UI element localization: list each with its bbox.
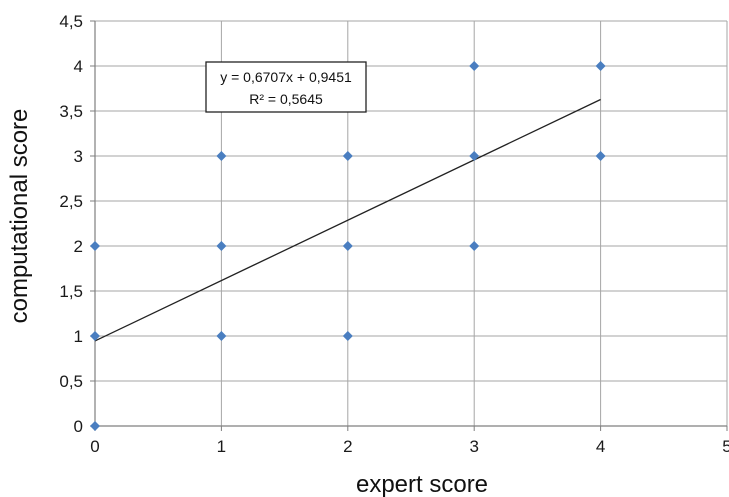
data-point xyxy=(342,151,353,161)
y-tick-label: 4,5 xyxy=(59,12,83,31)
grid xyxy=(95,20,728,426)
trendline-layer xyxy=(94,98,601,342)
x-tick-label: 5 xyxy=(722,437,729,456)
data-point xyxy=(469,61,480,71)
equation-text: y = 0,6707x + 0,9451 xyxy=(220,69,352,85)
y-tick-label: 2 xyxy=(74,237,83,256)
x-axis-title: expert score xyxy=(356,471,488,497)
x-tick-labels: 0 1 2 3 4 5 xyxy=(90,437,729,456)
x-tick-label: 1 xyxy=(217,437,226,456)
data-point xyxy=(469,151,480,161)
data-points xyxy=(90,61,606,431)
y-tick-label: 2,5 xyxy=(59,192,83,211)
equation-annotation: y = 0,6707x + 0,9451 R² = 0,5645 xyxy=(205,61,367,113)
data-point xyxy=(595,61,606,71)
r-squared-text: R² = 0,5645 xyxy=(249,91,323,107)
data-point xyxy=(216,241,227,251)
data-point xyxy=(595,151,606,161)
x-tick-label: 0 xyxy=(90,437,99,456)
data-point xyxy=(216,151,227,161)
x-tick-label: 4 xyxy=(596,437,605,456)
data-point xyxy=(342,331,353,341)
y-tick-label: 3,5 xyxy=(59,102,83,121)
y-tick-label: 0,5 xyxy=(59,372,83,391)
y-tick-label: 1 xyxy=(74,327,83,346)
data-point xyxy=(469,241,480,251)
y-axis-title: computational score xyxy=(6,109,33,324)
equation-box xyxy=(205,61,367,113)
data-point xyxy=(216,331,227,341)
trendline xyxy=(94,98,601,342)
x-tick-label: 3 xyxy=(469,437,478,456)
y-tick-label: 1,5 xyxy=(59,282,83,301)
data-point xyxy=(90,421,100,431)
x-tick-label: 2 xyxy=(343,437,352,456)
y-tick-labels: 0 0,5 1 1,5 2 2,5 3 3,5 4 4,5 xyxy=(59,12,83,436)
y-tick-label: 0 xyxy=(74,417,83,436)
data-point xyxy=(90,331,100,341)
y-tick-label: 4 xyxy=(74,57,83,76)
axes xyxy=(90,20,728,431)
data-point xyxy=(342,241,353,251)
y-tick-label: 3 xyxy=(74,147,83,166)
data-point xyxy=(90,241,100,251)
